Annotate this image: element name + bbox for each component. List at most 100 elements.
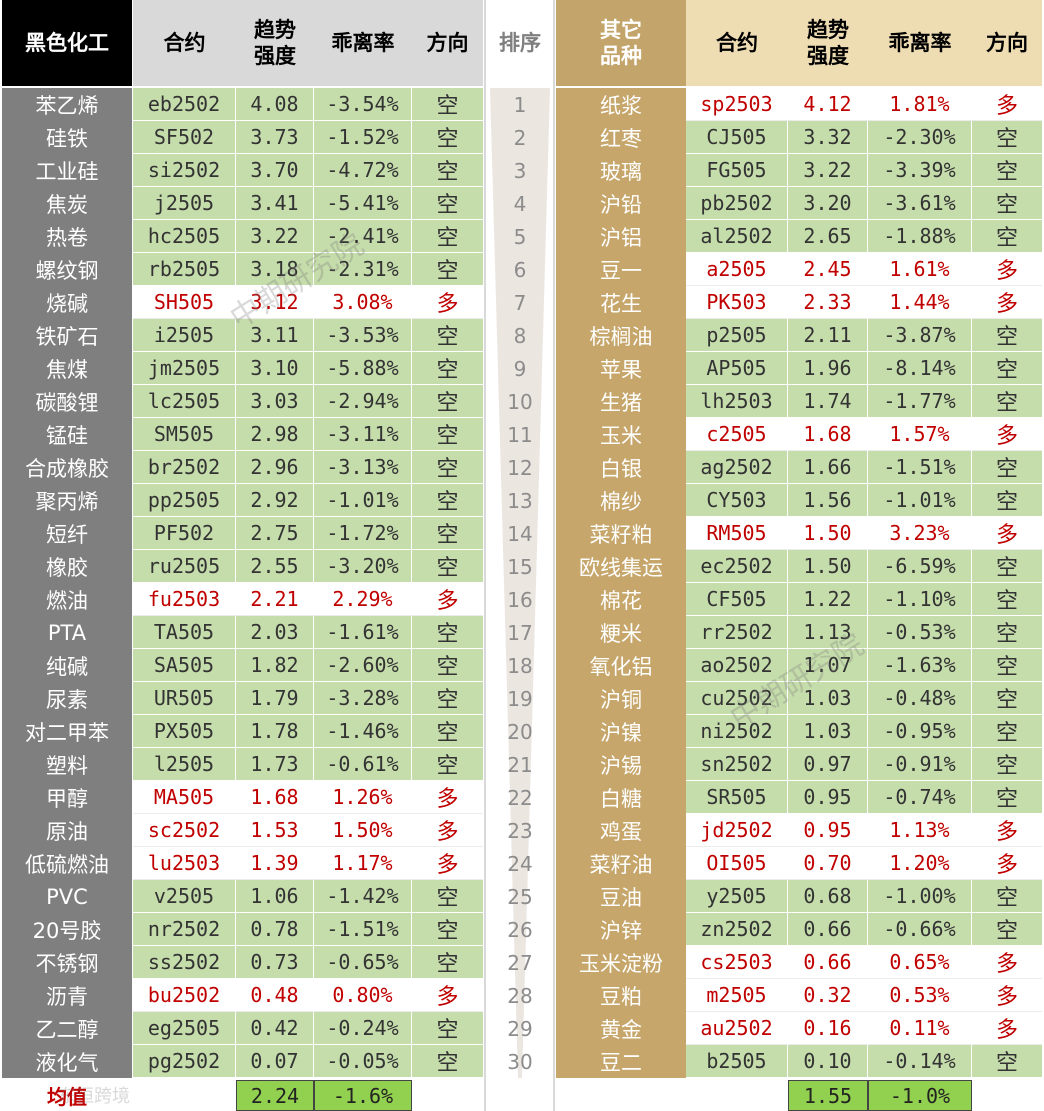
deviation-rate: 1.20% — [868, 847, 972, 880]
contract-code: pb2502 — [686, 187, 788, 220]
direction: 空 — [412, 352, 483, 385]
trend-strength: 1.13 — [788, 616, 868, 649]
trend-strength: 1.50 — [788, 550, 868, 583]
contract-code: UR505 — [133, 682, 236, 715]
trend-strength: 1.22 — [788, 583, 868, 616]
direction: 空 — [972, 121, 1042, 154]
rank-number: 18 — [507, 653, 533, 678]
trend-strength: 0.10 — [788, 1045, 868, 1078]
rank-number: 1 — [513, 92, 527, 117]
deviation-rate: -1.72% — [314, 517, 412, 550]
direction: 多 — [412, 847, 483, 880]
variety-name: PTA — [2, 616, 132, 649]
rank-number: 27 — [507, 950, 533, 975]
rank-wedge-shape — [490, 88, 550, 1078]
deviation-rate: -3.13% — [314, 451, 412, 484]
direction: 空 — [972, 187, 1042, 220]
direction: 多 — [412, 814, 483, 847]
deviation-rate: -0.61% — [314, 748, 412, 781]
direction: 空 — [412, 253, 483, 286]
variety-name: 碳酸锂 — [2, 385, 132, 418]
contract-code: cs2503 — [686, 946, 788, 979]
direction: 空 — [412, 913, 483, 946]
deviation-rate: -1.01% — [314, 484, 412, 517]
variety-name: 尿素 — [2, 682, 132, 715]
deviation-rate: -1.51% — [868, 451, 972, 484]
direction: 空 — [412, 715, 483, 748]
deviation-rate: -0.66% — [868, 913, 972, 946]
variety-name: 焦炭 — [2, 187, 132, 220]
direction: 空 — [972, 550, 1042, 583]
contract-code: jd2502 — [686, 814, 788, 847]
direction: 多 — [972, 517, 1042, 550]
direction: 空 — [972, 880, 1042, 913]
trend-strength: 0.73 — [236, 946, 314, 979]
rank-number: 26 — [507, 917, 533, 942]
deviation-rate: -3.87% — [868, 319, 972, 352]
contract-code: y2505 — [686, 880, 788, 913]
variety-name: 棉花 — [556, 583, 686, 616]
header-contract-right: 合约 — [686, 0, 788, 86]
contract-code: CY503 — [686, 484, 788, 517]
header-direction: 方向 — [412, 0, 483, 86]
direction: 多 — [412, 583, 483, 616]
direction: 空 — [412, 517, 483, 550]
contract-code: ag2502 — [686, 451, 788, 484]
trend-strength: 1.79 — [236, 682, 314, 715]
trend-strength: 0.48 — [236, 979, 314, 1012]
variety-name: 不锈钢 — [2, 946, 132, 979]
variety-name: 苹果 — [556, 352, 686, 385]
deviation-rate: -6.59% — [868, 550, 972, 583]
deviation-rate: -3.61% — [868, 187, 972, 220]
deviation-rate: -1.51% — [314, 913, 412, 946]
trend-strength: 2.33 — [788, 286, 868, 319]
contract-code: ru2505 — [133, 550, 236, 583]
direction: 多 — [972, 253, 1042, 286]
deviation-rate: -1.52% — [314, 121, 412, 154]
contract-code: b2505 — [686, 1045, 788, 1078]
contract-code: v2505 — [133, 880, 236, 913]
direction: 空 — [412, 121, 483, 154]
direction: 多 — [972, 418, 1042, 451]
deviation-rate: 1.17% — [314, 847, 412, 880]
deviation-rate: -3.54% — [314, 88, 412, 121]
direction: 空 — [412, 484, 483, 517]
deviation-rate: -0.24% — [314, 1012, 412, 1045]
variety-name: 氧化铝 — [556, 649, 686, 682]
contract-code: ni2502 — [686, 715, 788, 748]
trend-strength: 3.22 — [788, 154, 868, 187]
trend-strength: 1.66 — [788, 451, 868, 484]
trend-strength: 2.03 — [236, 616, 314, 649]
trend-strength: 4.12 — [788, 88, 868, 121]
trend-strength: 2.92 — [236, 484, 314, 517]
rank-number: 11 — [507, 422, 533, 447]
trend-strength: 3.11 — [236, 319, 314, 352]
average-label: 均值 — [47, 1085, 87, 1109]
deviation-rate: -3.28% — [314, 682, 412, 715]
variety-name: 菜籽油 — [556, 847, 686, 880]
direction: 空 — [972, 715, 1042, 748]
direction: 空 — [972, 154, 1042, 187]
variety-name: 豆油 — [556, 880, 686, 913]
direction: 空 — [972, 616, 1042, 649]
contract-code: SA505 — [133, 649, 236, 682]
direction: 空 — [972, 319, 1042, 352]
deviation-rate: 1.44% — [868, 286, 972, 319]
variety-name: 短纤 — [2, 517, 132, 550]
variety-name: 塑料 — [2, 748, 132, 781]
trend-strength: 1.39 — [236, 847, 314, 880]
trend-strength: 3.12 — [236, 286, 314, 319]
deviation-rate: 1.61% — [868, 253, 972, 286]
deviation-rate: -2.31% — [314, 253, 412, 286]
contract-code: cu2502 — [686, 682, 788, 715]
deviation-rate: -3.39% — [868, 154, 972, 187]
deviation-rate: -1.10% — [868, 583, 972, 616]
contract-code: lh2503 — [686, 385, 788, 418]
header-deviation: 乖离率 — [314, 0, 412, 86]
deviation-rate: -0.74% — [868, 781, 972, 814]
direction: 空 — [972, 352, 1042, 385]
rank-number: 10 — [507, 389, 533, 414]
deviation-rate: -1.77% — [868, 385, 972, 418]
deviation-rate: -0.95% — [868, 715, 972, 748]
